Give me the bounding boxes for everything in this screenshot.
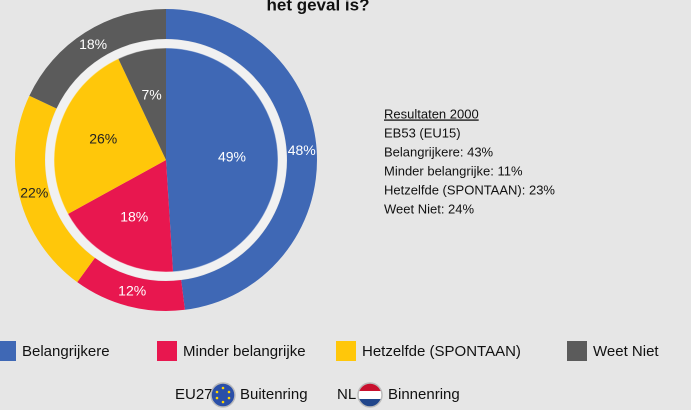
pie-slice — [67, 160, 174, 272]
pie-slice — [54, 58, 166, 214]
ring-legend: EU27 Buitenring NL Binnenring — [175, 382, 460, 408]
data-label: 49% — [218, 149, 246, 165]
ring-series-name: EU27 — [175, 386, 213, 403]
data-label: 18% — [120, 209, 148, 225]
ring-label: Buitenring — [240, 386, 308, 403]
note-line: EB53 (EU15) — [384, 125, 461, 140]
eu-flag — [210, 382, 236, 408]
note-line: Belangrijkere: 43% — [384, 144, 494, 159]
data-label: 18% — [79, 36, 107, 52]
legend-swatch — [567, 341, 587, 361]
pie-slice — [166, 48, 279, 272]
legend-label: Weet Niet — [593, 343, 659, 360]
pie-slice — [77, 257, 185, 311]
legend-label: Minder belangrijke — [183, 343, 306, 360]
data-label: 26% — [89, 130, 117, 146]
notes-box: Resultaten 2000 EB53 (EU15) Belangrijkere:… — [384, 106, 555, 216]
notes-heading: Resultaten 2000 — [384, 106, 479, 121]
data-label: 7% — [141, 86, 161, 102]
ring-series-name: NL — [337, 386, 356, 403]
data-label: 48% — [288, 142, 316, 158]
note-line: Hetzelfde (SPONTAAN): 23% — [384, 182, 555, 197]
pie-slice — [166, 9, 318, 310]
legend-label: Hetzelfde (SPONTAAN) — [362, 343, 521, 360]
legend-swatch — [157, 341, 177, 361]
pie-slice — [14, 95, 95, 283]
chart-title: het geval is? — [267, 0, 370, 14]
legend-swatch — [0, 341, 16, 361]
data-label: 22% — [20, 185, 48, 201]
ring-label: Binnenring — [388, 386, 460, 403]
ring-separator — [45, 39, 287, 281]
pie-slice — [29, 9, 167, 109]
legend-swatch — [336, 341, 356, 361]
pie-slice — [118, 48, 166, 160]
labels: 48% 12% 22% 18% 49% 18% 26% 7% — [20, 36, 315, 299]
rings — [14, 9, 318, 311]
legend-label: Belangrijkere — [22, 343, 110, 360]
legend: Belangrijkere Minder belangrijke Hetzelfde… — [0, 341, 659, 361]
data-label: 12% — [118, 282, 146, 298]
note-line: Minder belangrijke: 11% — [384, 163, 523, 178]
note-line: Weet Niet: 24% — [384, 201, 475, 216]
nl-flag — [357, 382, 383, 408]
